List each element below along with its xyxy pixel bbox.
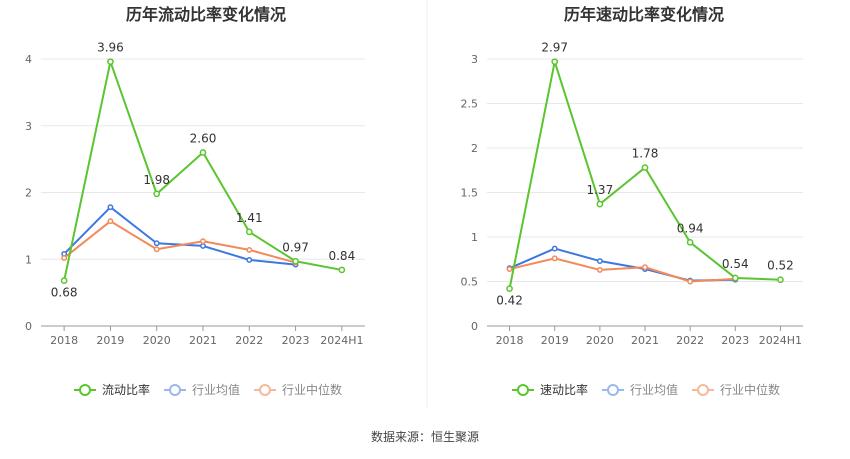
data-label: 1.78 [632, 147, 659, 161]
data-label: 2.97 [541, 41, 568, 55]
data-point-current [506, 285, 513, 292]
data-label: 3.96 [97, 41, 124, 55]
data-point-avg [153, 240, 160, 247]
data-source-label: 数据来源： [370, 430, 431, 444]
y-tick-label: 0.5 [461, 276, 479, 289]
data-label: 1.41 [236, 211, 263, 225]
legend-label-current: 流动比率 [102, 382, 150, 397]
y-tick-label: 0 [471, 320, 478, 333]
data-point-current [153, 190, 161, 198]
y-tick-label: 2 [25, 187, 32, 200]
data-point-current [107, 58, 114, 66]
data-point-median [200, 238, 206, 245]
y-tick-label: 2 [471, 142, 478, 155]
legend-marker-median [697, 384, 709, 396]
series-line-median [63, 220, 296, 264]
series-line-median [509, 257, 736, 283]
x-tick-label: 2021 [189, 334, 217, 347]
x-tick-label: 2024H1 [759, 334, 802, 347]
data-point-current [596, 200, 604, 208]
data-label: 0.94 [677, 221, 704, 235]
x-tick-label: 2019 [96, 334, 124, 347]
data-point-median [551, 255, 558, 262]
data-point-avg [246, 256, 253, 263]
data-label: 0.54 [722, 257, 749, 271]
legend-marker-current [79, 384, 91, 396]
x-tick-label: 2022 [235, 334, 263, 347]
data-label: 1.98 [143, 173, 170, 187]
y-tick-label: 3 [471, 53, 478, 66]
y-tick-label: 1.5 [461, 187, 479, 200]
legend-label-median: 行业中位数 [282, 382, 342, 397]
x-tick-label: 2020 [586, 334, 614, 347]
x-tick-label: 2024H1 [320, 334, 363, 347]
data-label: 0.84 [328, 249, 355, 263]
x-tick-label: 2022 [676, 334, 704, 347]
legend-label-current: 速动比率 [540, 382, 588, 397]
x-tick-label: 2020 [143, 334, 171, 347]
x-tick-label: 2018 [50, 334, 78, 347]
legend-marker-avg [169, 384, 181, 396]
data-point-current [777, 276, 784, 284]
data-point-median [107, 218, 114, 225]
data-point-avg [551, 245, 558, 252]
data-label: 1.37 [586, 183, 613, 197]
chart-title: 历年速动比率变化情况 [564, 5, 724, 24]
data-source-name: 恒生聚源 [431, 430, 480, 444]
data-label: 0.52 [767, 259, 794, 273]
data-point-median [506, 266, 513, 272]
legend-label-avg: 行业均值 [630, 382, 678, 397]
legend-label-avg: 行业均值 [192, 382, 240, 397]
data-point-current [292, 257, 299, 265]
data-point-avg [107, 204, 114, 211]
y-tick-label: 1 [25, 253, 32, 266]
data-point-median [61, 254, 68, 261]
legend-marker-avg [607, 384, 619, 396]
chart-title: 历年流动比率变化情况 [126, 5, 286, 24]
y-tick-label: 0 [25, 320, 32, 333]
data-label: 0.68 [51, 286, 78, 300]
data-label: 0.42 [496, 294, 523, 308]
data-point-median [596, 266, 603, 273]
data-point-median [153, 246, 160, 253]
legend-marker-median [259, 384, 271, 396]
data-point-median [246, 246, 253, 253]
data-point-median [687, 278, 694, 285]
data-point-current [199, 149, 207, 156]
y-tick-label: 4 [25, 53, 32, 66]
legend-marker-current [517, 384, 529, 396]
y-tick-label: 2.5 [461, 98, 479, 111]
quick-ratio-chart: 历年速动比率变化情况 0 0.5 1 1.5 2 2.5 3 2018 2019 2020 2021 2… [461, 5, 803, 397]
data-point-current [245, 228, 253, 236]
data-point-current [641, 164, 649, 171]
data-point-current [686, 238, 694, 246]
series-line-avg [509, 247, 736, 282]
data-label: 2.60 [190, 131, 217, 145]
data-point-current [60, 277, 68, 284]
data-point-avg [200, 242, 206, 249]
y-tick-label: 1 [471, 231, 478, 244]
x-tick-label: 2023 [282, 334, 310, 347]
data-point-current [338, 266, 346, 274]
current-ratio-chart: 历年流动比率变化情况 0 1 2 3 4 2018 2019 2020 2021 2022 2023 2… [25, 5, 365, 397]
x-tick-label: 2023 [721, 334, 749, 347]
x-tick-label: 2021 [631, 334, 659, 347]
data-point-avg [596, 258, 603, 264]
x-tick-label: 2019 [541, 334, 569, 347]
data-point-current [551, 58, 559, 66]
data-point-current [731, 274, 739, 282]
data-source-note: 数据来源：恒生聚源 [0, 428, 850, 445]
data-label: 0.97 [282, 240, 309, 254]
data-point-median [642, 264, 648, 271]
y-tick-label: 3 [25, 120, 32, 133]
series-line-current [508, 60, 781, 289]
x-tick-label: 2018 [496, 334, 524, 347]
legend-label-median: 行业中位数 [720, 382, 780, 397]
